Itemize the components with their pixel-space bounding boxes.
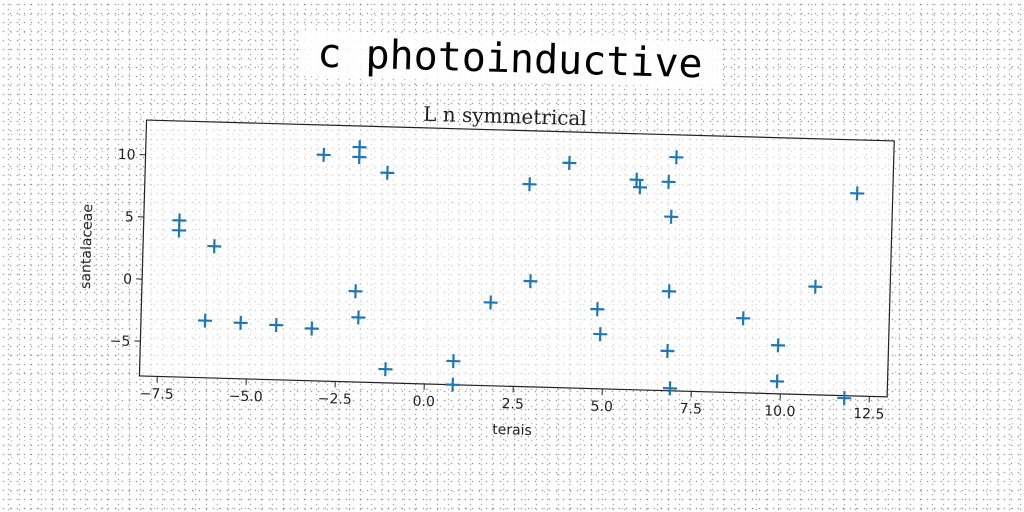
- x-tick-label: 7.5: [679, 401, 702, 418]
- data-point: [483, 295, 498, 310]
- data-point: [669, 150, 684, 165]
- x-tick-label: 12.5: [853, 406, 885, 423]
- x-tick-label: −5.0: [228, 388, 262, 405]
- chart-title: c photoinductive: [299, 30, 721, 88]
- x-tick-label: 10.0: [764, 403, 796, 420]
- x-tick-label: 2.5: [501, 396, 524, 413]
- data-point: [348, 284, 363, 299]
- y-tick-label: −5: [109, 333, 130, 350]
- data-point: [593, 327, 608, 342]
- data-point: [352, 150, 367, 165]
- data-point: [850, 186, 865, 201]
- data-point: [770, 374, 785, 389]
- chart-container: −7.5 −5.0 −2.5 0.0 2.5 5.0 7.5 10.0 12.5 −5 0 5 10 t…: [65, 106, 934, 470]
- data-point: [198, 313, 213, 328]
- data-point: [233, 315, 248, 330]
- data-point: [664, 209, 679, 224]
- y-tick-label: 5: [125, 209, 134, 225]
- y-tick-label: 0: [123, 272, 132, 288]
- axis-ticks: −7.5 −5.0 −2.5 0.0 2.5 5.0 7.5 10.0 12.5 −5 0 5 10: [109, 147, 885, 423]
- data-point: [660, 343, 675, 358]
- data-point: [632, 180, 647, 195]
- data-point: [590, 302, 605, 317]
- data-point: [304, 321, 319, 336]
- data-point: [269, 318, 284, 333]
- data-point: [522, 177, 537, 192]
- data-point: [629, 172, 644, 187]
- plot-frame: [138, 119, 895, 398]
- x-tick-label: 5.0: [590, 399, 613, 416]
- data-point: [378, 362, 393, 377]
- data-point: [380, 165, 395, 180]
- data-point: [446, 354, 461, 369]
- y-tick-label: 10: [118, 147, 136, 163]
- data-point: [523, 274, 538, 289]
- x-tick-label: 0.0: [412, 394, 435, 411]
- scatter-chart: −7.5 −5.0 −2.5 0.0 2.5 5.0 7.5 10.0 12.5 −5 0 5 10 t…: [78, 119, 895, 439]
- data-point: [316, 147, 331, 162]
- data-point: [736, 311, 751, 326]
- data-points: [172, 140, 865, 406]
- data-point: [662, 284, 677, 299]
- data-point: [445, 377, 460, 392]
- x-tick-label: −7.5: [139, 386, 173, 403]
- data-point: [172, 223, 187, 238]
- data-point: [808, 279, 823, 294]
- data-point: [207, 239, 222, 254]
- data-point: [562, 155, 577, 170]
- x-tick-label: −2.5: [318, 391, 352, 408]
- data-point: [662, 381, 678, 396]
- data-point: [661, 174, 676, 189]
- data-point: [771, 338, 786, 353]
- y-axis-label: santalaceae: [78, 204, 96, 289]
- data-point: [351, 310, 366, 325]
- data-point: [837, 391, 852, 406]
- x-axis-label: terais: [492, 422, 532, 439]
